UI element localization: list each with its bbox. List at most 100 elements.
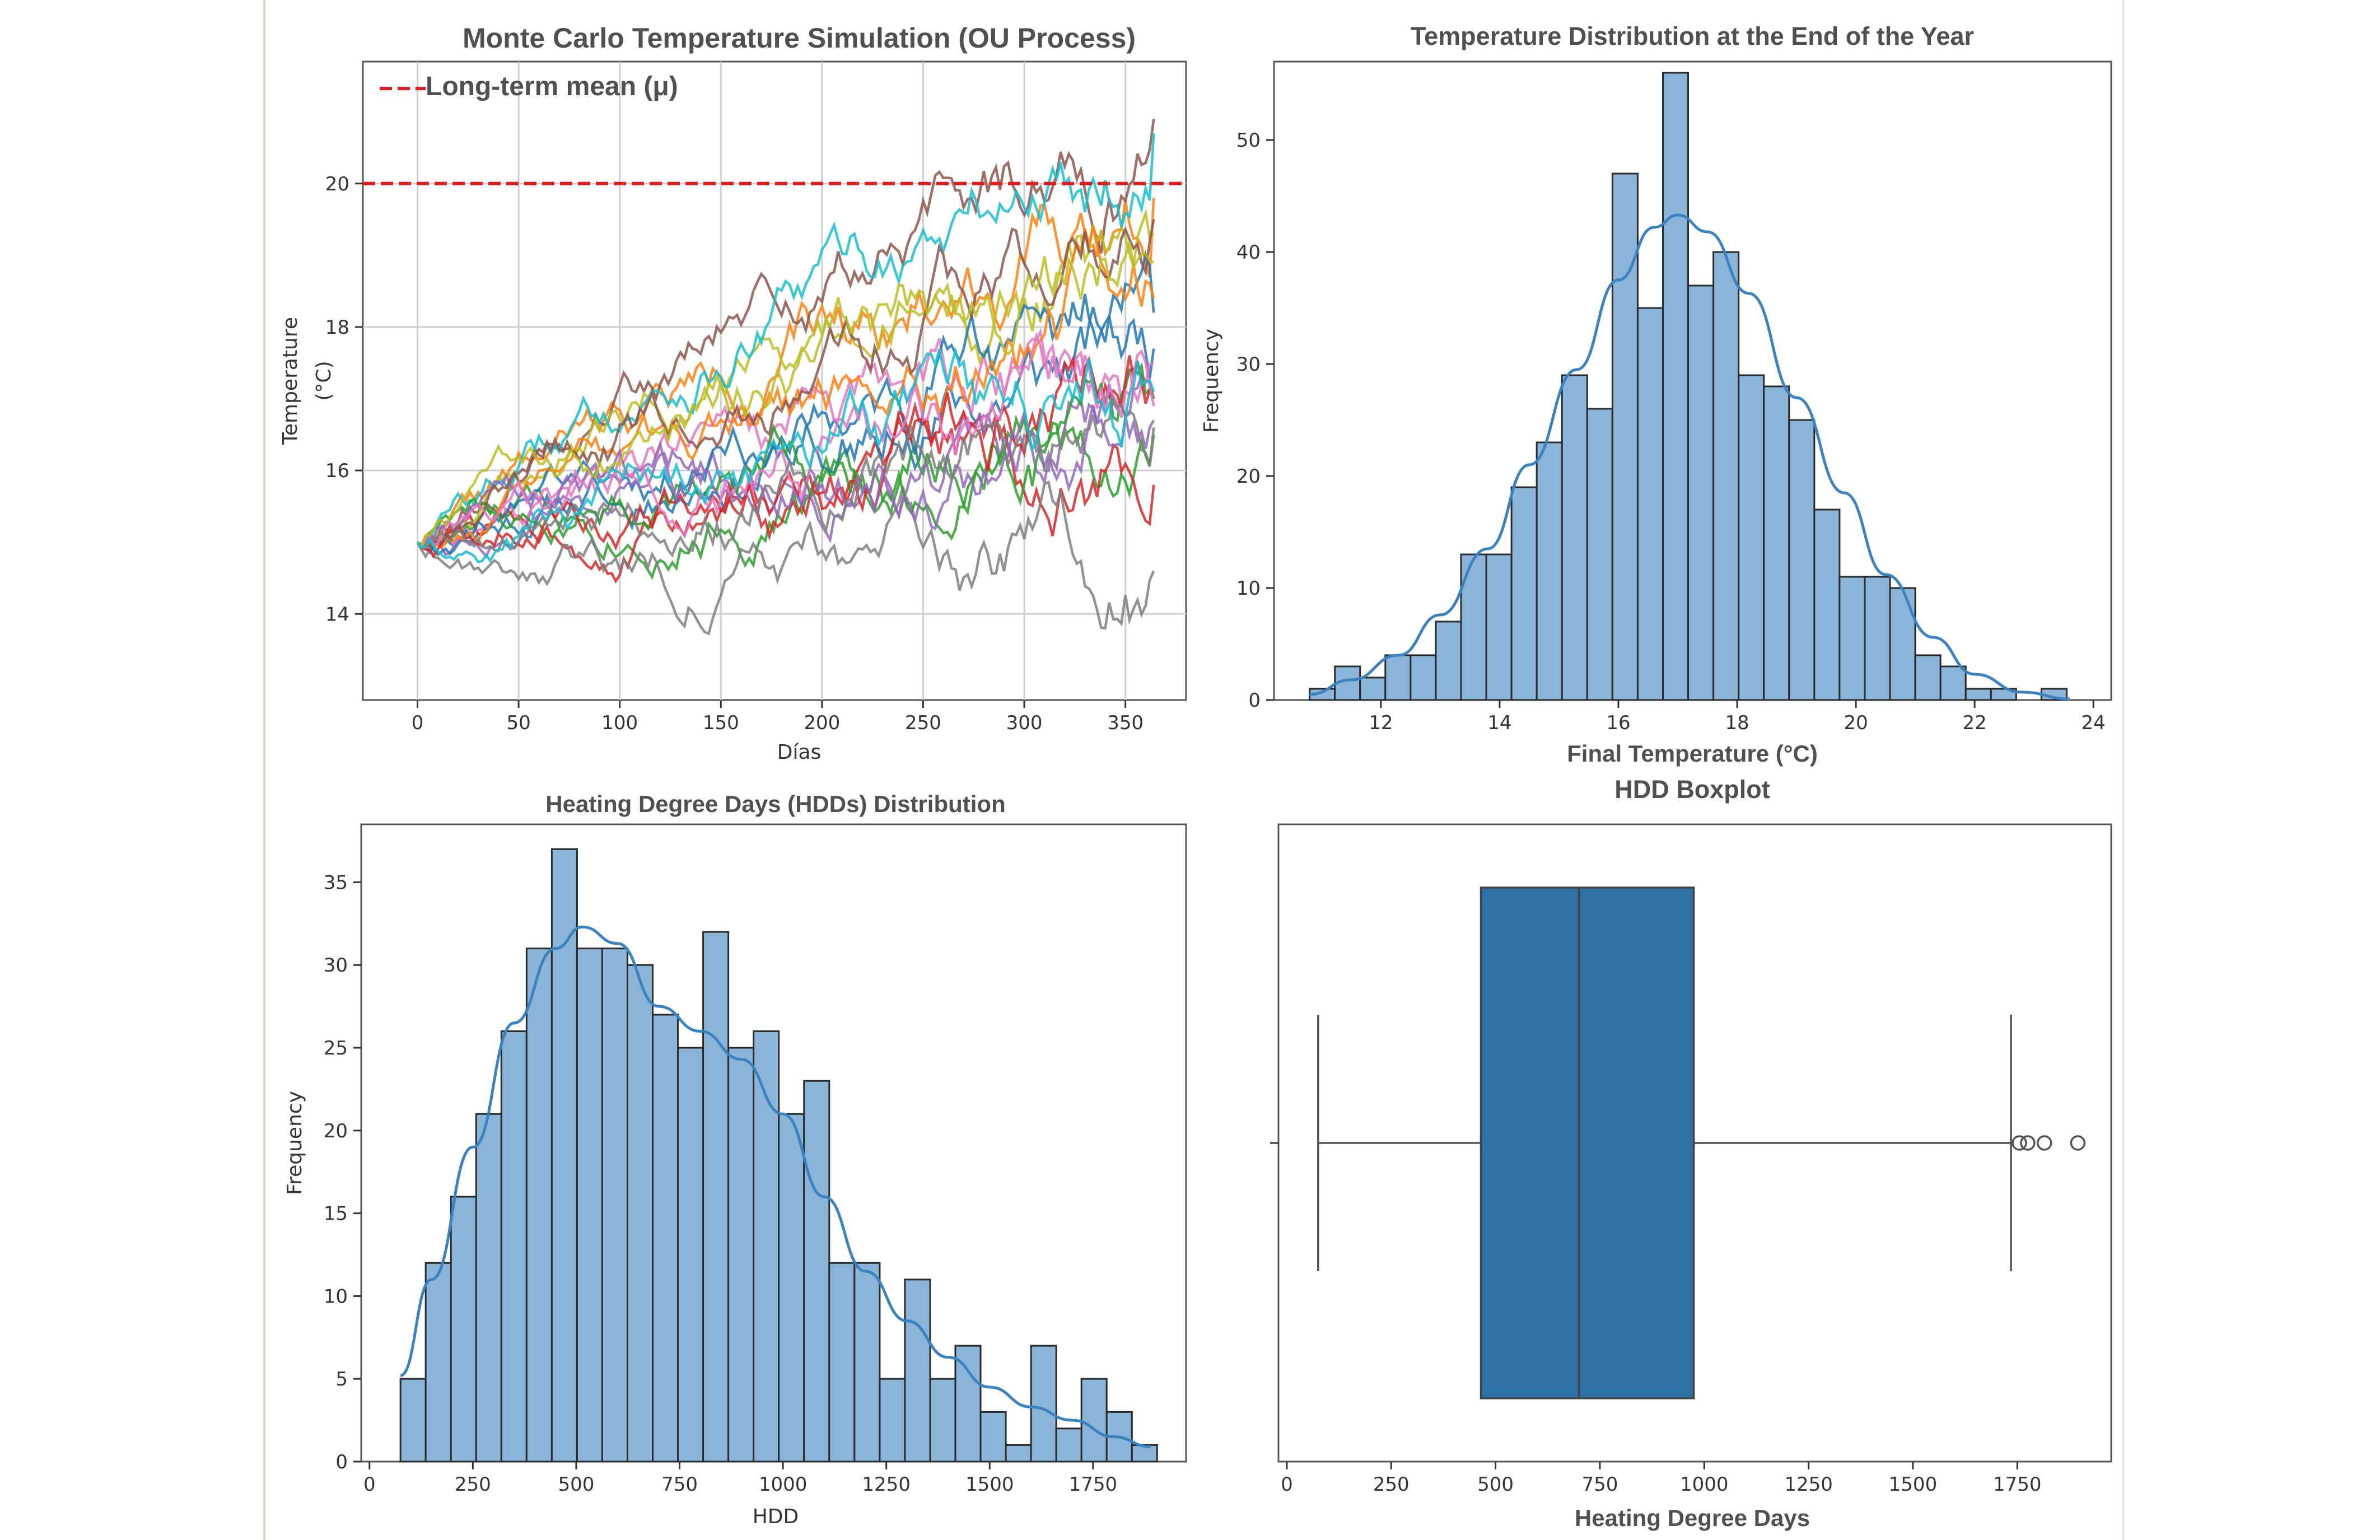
- hdd-hist-xtick-label: 1000: [759, 1473, 808, 1496]
- simulation-ticks: 0 50 100 150 200 250 300 350 14 16 18 20: [325, 173, 1144, 734]
- final-temp-bar: [1939, 665, 1967, 701]
- simulation-ylabel: Temperature (°C): [279, 317, 335, 445]
- sim-ytick-label: 18: [325, 316, 349, 339]
- sim-series-line: [417, 208, 1155, 548]
- final-temp-bar: [1788, 419, 1816, 701]
- final-temp-bar: [1636, 307, 1664, 701]
- final-temp-ylabel: Frequency: [1200, 329, 1223, 433]
- final-temp-bar: [1687, 284, 1715, 701]
- simulation-title: Monte Carlo Temperature Simulation (OU P…: [463, 22, 1136, 54]
- final-temp-xtick-label: 22: [1963, 712, 1987, 734]
- hdd-box-xtick-label: 0: [1281, 1473, 1293, 1496]
- hdd-hist-bar: [727, 1047, 755, 1463]
- sim-series-line: [416, 400, 1155, 584]
- hdd-hist-bar: [929, 1378, 956, 1463]
- hdd-hist-xtick-label: 0: [363, 1473, 376, 1496]
- final-temp-ytick-label: 0: [1248, 689, 1261, 712]
- hdd-hist-xtick-label: 500: [558, 1473, 594, 1496]
- box-outlier: [2070, 1135, 2086, 1151]
- sim-ytick-label: 20: [325, 173, 349, 195]
- sim-ytick-label: 16: [325, 460, 349, 482]
- hdd-hist-ticks: 0 250 500 750 1000 1250 1500 1750 0 5 10 15 20 25 30 35: [324, 871, 1117, 1496]
- final-temp-bar: [1738, 374, 1765, 701]
- final-temp-bar: [1435, 620, 1462, 701]
- final-temp-kde-curve: [1309, 213, 2070, 701]
- hdd-hist-bar: [1030, 1345, 1057, 1463]
- final-temp-bar: [1964, 688, 1992, 701]
- simulation-ylabel-line2: (°C): [312, 361, 335, 400]
- hdd-hist-bar: [1005, 1444, 1032, 1463]
- final-temp-bar: [1662, 72, 1690, 701]
- hdd-hist-bar: [853, 1262, 881, 1463]
- hdd-hist-bars: [399, 848, 1158, 1463]
- sim-series-line: [416, 346, 1155, 563]
- final-temp-xtick-label: 12: [1369, 712, 1393, 734]
- hdd-hist-bar: [652, 1014, 679, 1463]
- hdd-boxplot: [1317, 886, 2086, 1399]
- hdd-box-xtick-label: 1250: [1784, 1473, 1833, 1496]
- final-temp-bar: [1485, 553, 1513, 701]
- sim-xtick-label: 350: [1107, 712, 1144, 734]
- final-temp-bars: [1309, 72, 2068, 701]
- final-temp-bar: [1864, 576, 1891, 701]
- final-temp-ytick-label: 40: [1236, 241, 1261, 264]
- sim-xtick-label: 250: [905, 712, 941, 734]
- final-temp-bar: [1914, 654, 1942, 701]
- hdd-hist-bar: [879, 1378, 906, 1463]
- final-temp-xtick-label: 16: [1606, 712, 1630, 734]
- sim-series-line: [416, 355, 1154, 559]
- hdd-hist-bar: [778, 1113, 805, 1463]
- hdd-hist-bar: [677, 1047, 704, 1463]
- legend-label: Long-term mean (μ): [426, 72, 678, 101]
- final-temp-panel: 12 14 16 18 20 22 24 0 10 20 30 40 50 Temperature Di…: [1200, 22, 2112, 767]
- hdd-hist-ytick-label: 20: [324, 1120, 348, 1142]
- left-border: [263, 0, 265, 1540]
- simulation-panel: 0 50 100 150 200 250 300 350 14 16 18 20 Monte Carl…: [279, 22, 1187, 764]
- hdd-box-xtick-label: 1000: [1680, 1473, 1729, 1496]
- hdd-hist-xtick-label: 1250: [862, 1473, 911, 1496]
- final-temp-xtick-label: 20: [1844, 712, 1868, 734]
- hdd-hist-ytick-label: 35: [324, 871, 348, 894]
- final-temp-bar: [1838, 576, 1866, 701]
- final-temp-xlabel: Final Temperature (°C): [1567, 740, 1818, 767]
- hdd-box-xlabel: Heating Degree Days: [1575, 1505, 1810, 1531]
- hdd-box-xtick-label: 500: [1477, 1473, 1514, 1496]
- final-temp-bar: [1536, 441, 1563, 701]
- hdd-box-xtick-label: 750: [1581, 1473, 1618, 1496]
- final-temp-xtick-label: 18: [1725, 712, 1749, 734]
- final-temp-xtick-label: 14: [1487, 712, 1511, 734]
- hdd-hist-ylabel: Frequency: [283, 1091, 306, 1195]
- final-temp-bar: [1586, 408, 1613, 701]
- sim-series-line: [417, 119, 1155, 552]
- final-temp-ytick-label: 20: [1236, 465, 1261, 488]
- final-temp-ticks: 12 14 16 18 20 22 24 0 10 20 30 40 50: [1236, 129, 2106, 734]
- sim-xtick-label: 300: [1006, 712, 1043, 734]
- hdd-box-title: HDD Boxplot: [1614, 775, 1770, 804]
- hdd-hist-xtick-label: 750: [661, 1473, 698, 1496]
- right-border: [2122, 0, 2124, 1540]
- simulation-series: [416, 119, 1155, 636]
- hdd-hist-bar: [1055, 1427, 1082, 1463]
- hdd-hist-kde-curve: [400, 925, 1151, 1448]
- hdd-hist-bar: [1080, 1378, 1108, 1463]
- hdd-hist-ytick-label: 15: [324, 1203, 348, 1225]
- final-temp-bar: [1384, 654, 1412, 701]
- hdd-hist-bar: [904, 1278, 931, 1463]
- final-temp-bar: [1889, 587, 1916, 701]
- simulation-xlabel: Días: [777, 741, 822, 764]
- hdd-box-panel: 0 250 500 750 1000 1250 1500 1750 HDD Boxplot H…: [1270, 775, 2112, 1531]
- hdd-box-xtick-label: 1750: [1993, 1473, 2042, 1496]
- sim-xtick-label: 100: [601, 712, 638, 734]
- hdd-hist-bar: [550, 848, 578, 1463]
- simulation-legend: Long-term mean (μ): [380, 72, 678, 101]
- sim-series-line: [416, 332, 1155, 550]
- hdd-box-xtick-label: 250: [1373, 1473, 1410, 1496]
- final-temp-title: Temperature Distribution at the End of t…: [1411, 22, 1974, 50]
- sim-xtick-label: 0: [412, 712, 424, 734]
- final-temp-ytick-label: 10: [1236, 577, 1261, 600]
- hdd-box-xtick-label: 1500: [1889, 1473, 1938, 1496]
- sim-series-line: [417, 198, 1155, 548]
- box-outlier: [2020, 1135, 2036, 1151]
- hdd-hist-xtick-label: 1750: [1069, 1473, 1118, 1496]
